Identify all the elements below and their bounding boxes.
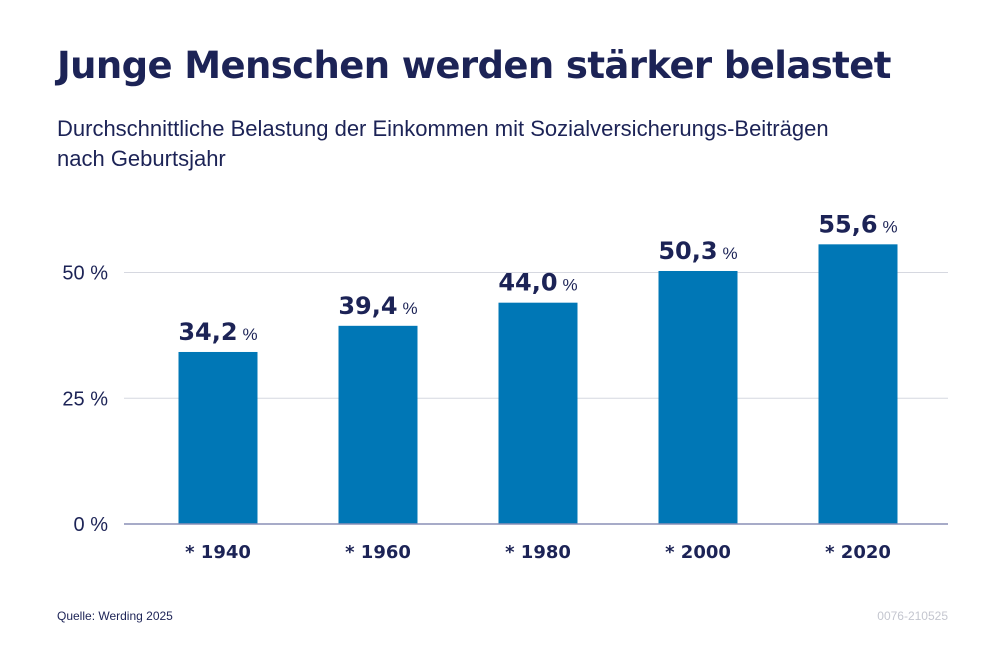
bar	[178, 351, 258, 524]
x-tick-label: * 2000	[665, 542, 731, 563]
y-tick-label: 25 %	[62, 388, 108, 410]
value-labels: 34,2 %39,4 %44,0 %50,3 %55,6%	[178, 210, 897, 346]
data-label-value: 39,4	[338, 292, 397, 320]
chart-subtitle-line-1: Durchschnittliche Belastung der Einkomme…	[57, 116, 829, 141]
chart-subtitle: Durchschnittliche Belastung der Einkomme…	[57, 114, 937, 174]
bar	[338, 325, 418, 524]
data-label-value: 44,0	[498, 269, 557, 297]
x-tick-label: * 1960	[345, 542, 411, 563]
x-tick-label: * 2020	[825, 542, 891, 563]
chart-title: Junge Menschen werden stärker belastet	[57, 44, 891, 87]
data-label-unit: %	[883, 217, 898, 236]
data-label-unit: %	[243, 325, 258, 344]
source-note: Quelle: Werding 2025	[57, 609, 173, 623]
data-label-value: 34,2	[178, 318, 237, 346]
bar	[658, 270, 738, 524]
y-tick-label: 0 %	[74, 514, 109, 536]
data-label: 55,6%	[818, 210, 897, 238]
data-label: 50,3%	[658, 237, 737, 265]
data-label: 34,2%	[178, 318, 257, 346]
x-tick-label: * 1940	[185, 542, 251, 563]
data-label: 39,4%	[338, 292, 417, 320]
data-label-unit: %	[403, 299, 418, 318]
axes: 0 % 25 % 50 % * 1940 * 1960 * 1980 * 2000 * 202…	[62, 263, 948, 563]
chart-subtitle-line-2: nach Geburtsjahr	[57, 146, 226, 171]
bar	[818, 244, 898, 524]
data-label-unit: %	[723, 244, 738, 263]
data-label-value: 55,6	[818, 210, 877, 238]
data-label-unit: %	[563, 276, 578, 295]
data-label: 44,0%	[498, 269, 577, 297]
x-tick-label: * 1980	[505, 542, 571, 563]
bar	[498, 302, 578, 524]
data-label-value: 50,3	[658, 237, 717, 265]
graphic-code: 0076-210525	[877, 609, 948, 623]
y-tick-label: 50 %	[62, 263, 108, 285]
bars	[178, 244, 898, 524]
